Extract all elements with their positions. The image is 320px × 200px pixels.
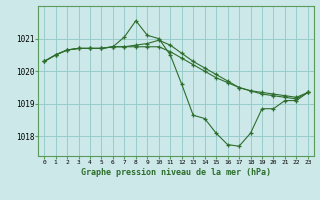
X-axis label: Graphe pression niveau de la mer (hPa): Graphe pression niveau de la mer (hPa) [81, 168, 271, 177]
